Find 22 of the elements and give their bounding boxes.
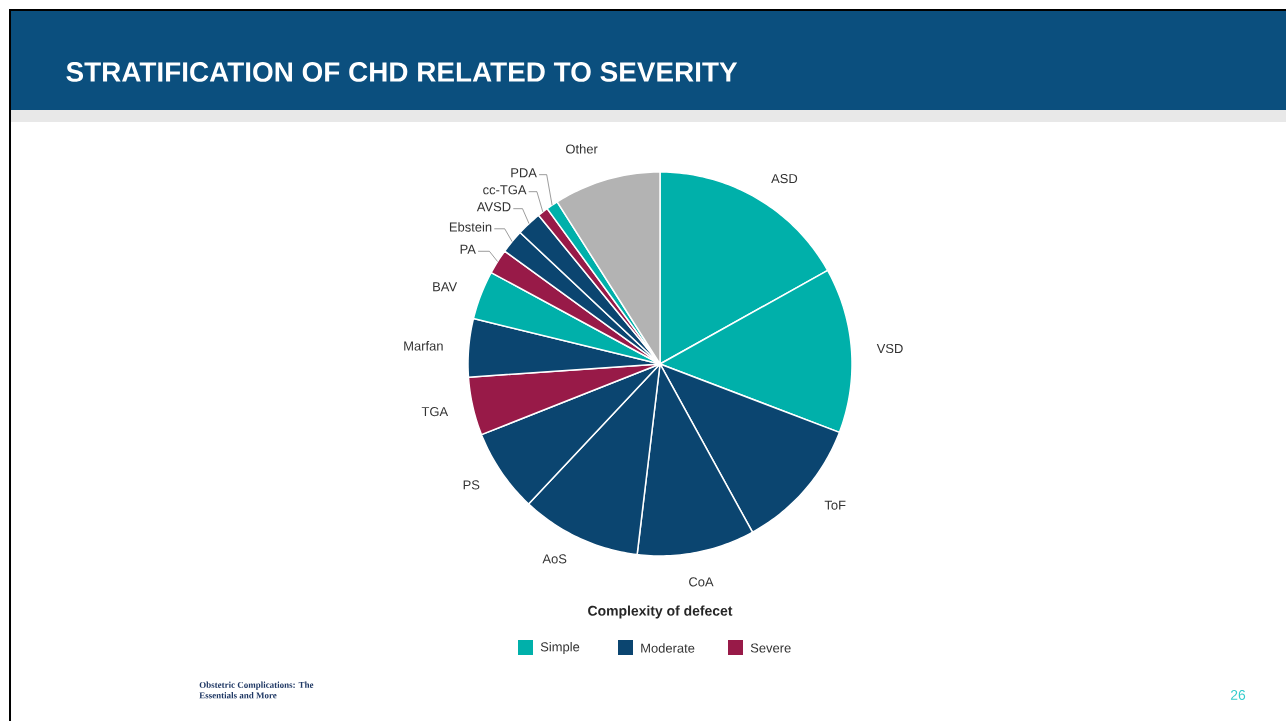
slice-label: Marfan (404, 341, 443, 351)
slice-label: VSD (876, 343, 903, 354)
chart-title: STRATIFICATION OF CHD RELATED TO SEVERITY (66, 62, 738, 82)
text: Severe (750, 643, 791, 653)
text: Moderate (641, 643, 695, 653)
slice-label: PA (460, 244, 476, 254)
slice-label: Ebstein (449, 222, 492, 232)
slice-label: AVSD (476, 202, 511, 212)
slice-label: CoA (689, 577, 714, 587)
slice-label: AoS (542, 554, 567, 564)
slice-label: Other (566, 144, 598, 154)
slice-label: ToF (824, 500, 846, 510)
legend-title: Complexity of defecet (588, 605, 733, 619)
text: Simple (540, 641, 580, 655)
slice-label: BAV (433, 282, 458, 292)
text: 26 (1230, 690, 1246, 700)
slice-label: TGA (421, 407, 449, 417)
text: Obstetric Complications: The Essentials and More (199, 681, 314, 699)
slice-label: cc-TGA (483, 185, 527, 195)
slice-label: PDA (511, 168, 537, 178)
slice-label: ASD (771, 174, 798, 184)
slice-label: PS (463, 480, 480, 490)
